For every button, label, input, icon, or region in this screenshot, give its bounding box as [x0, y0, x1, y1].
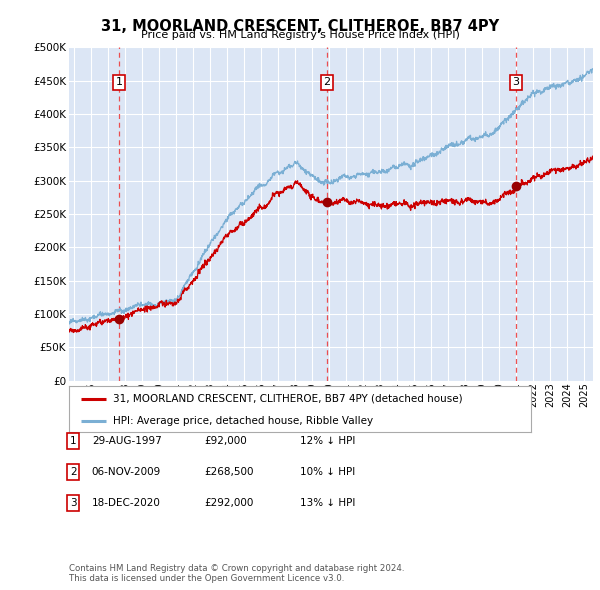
- Text: 2: 2: [323, 77, 330, 87]
- Text: 3: 3: [70, 499, 77, 508]
- Text: 29-AUG-1997: 29-AUG-1997: [92, 436, 161, 445]
- Text: 12% ↓ HPI: 12% ↓ HPI: [300, 436, 355, 445]
- Text: Contains HM Land Registry data © Crown copyright and database right 2024.
This d: Contains HM Land Registry data © Crown c…: [69, 563, 404, 583]
- Text: £268,500: £268,500: [204, 467, 254, 477]
- Text: 18-DEC-2020: 18-DEC-2020: [92, 499, 161, 508]
- Text: HPI: Average price, detached house, Ribble Valley: HPI: Average price, detached house, Ribb…: [113, 416, 373, 426]
- Text: 2: 2: [70, 467, 77, 477]
- Text: Price paid vs. HM Land Registry's House Price Index (HPI): Price paid vs. HM Land Registry's House …: [140, 30, 460, 40]
- Text: 3: 3: [512, 77, 519, 87]
- Text: £92,000: £92,000: [204, 436, 247, 445]
- Text: 31, MOORLAND CRESCENT, CLITHEROE, BB7 4PY (detached house): 31, MOORLAND CRESCENT, CLITHEROE, BB7 4P…: [113, 394, 463, 404]
- Text: 31, MOORLAND CRESCENT, CLITHEROE, BB7 4PY: 31, MOORLAND CRESCENT, CLITHEROE, BB7 4P…: [101, 19, 499, 34]
- Text: 13% ↓ HPI: 13% ↓ HPI: [300, 499, 355, 508]
- Text: £292,000: £292,000: [204, 499, 253, 508]
- Text: 06-NOV-2009: 06-NOV-2009: [92, 467, 161, 477]
- Text: 1: 1: [116, 77, 123, 87]
- Text: 1: 1: [70, 436, 77, 445]
- Text: 10% ↓ HPI: 10% ↓ HPI: [300, 467, 355, 477]
